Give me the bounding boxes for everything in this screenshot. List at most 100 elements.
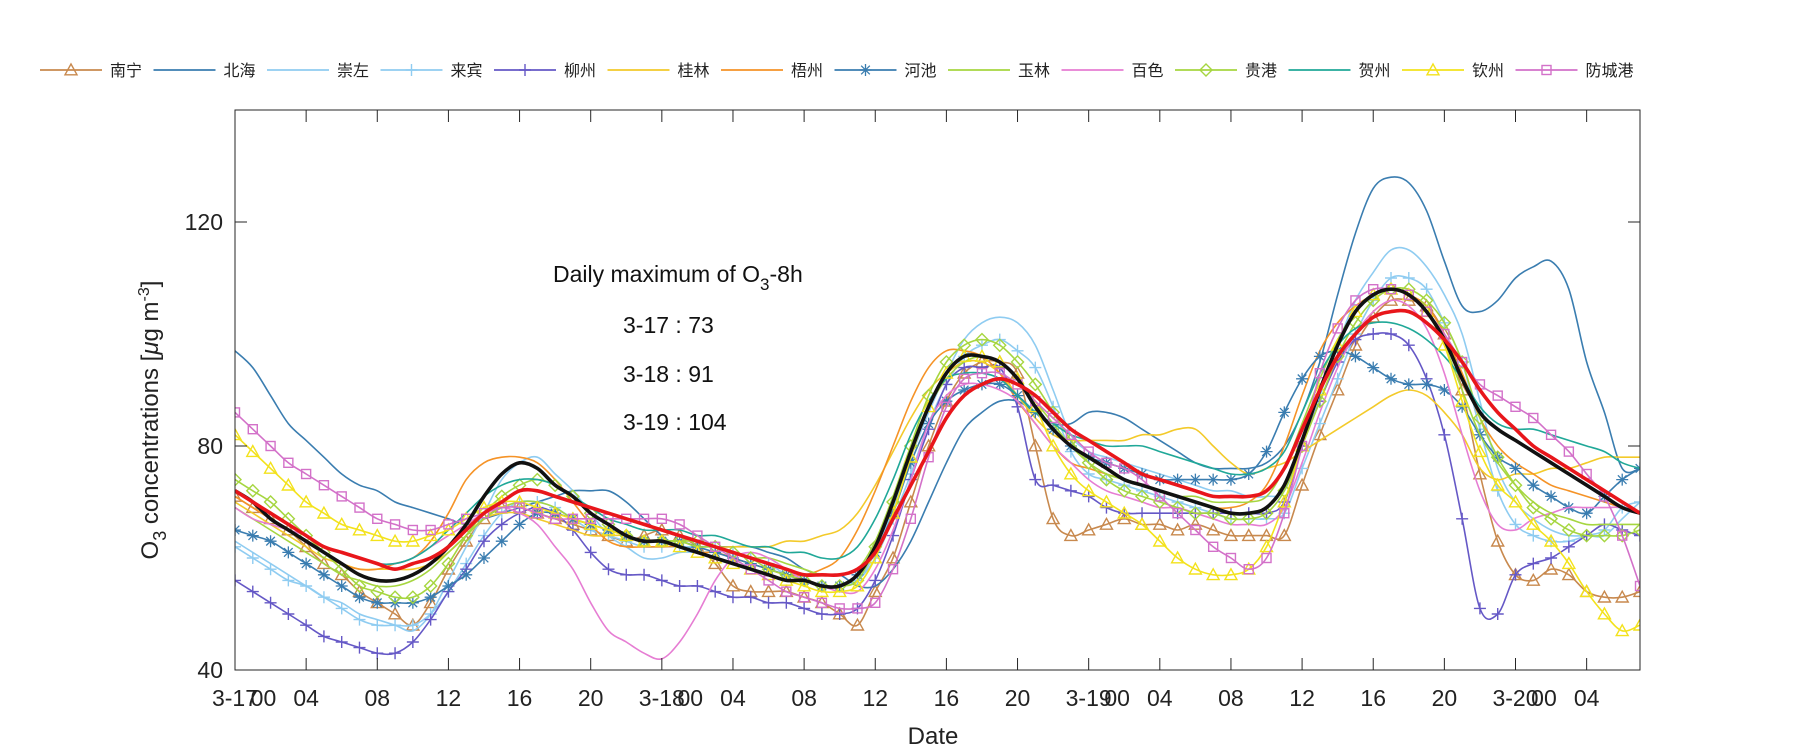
point-marker — [761, 584, 776, 598]
point-marker — [532, 508, 543, 519]
point-marker — [370, 528, 385, 542]
point-marker — [1508, 494, 1523, 508]
point-marker — [245, 483, 260, 498]
point-marker — [1490, 477, 1505, 491]
x-tick-label: 20 — [578, 685, 604, 711]
x-tick-label: 12 — [436, 685, 462, 711]
point-marker — [335, 580, 348, 592]
point-marker — [443, 519, 454, 530]
point-marker — [389, 619, 402, 632]
point-marker — [904, 456, 917, 469]
point-marker — [1225, 552, 1237, 564]
point-marker — [1561, 556, 1577, 570]
point-marker — [1082, 468, 1095, 480]
x-tick-label: 00 — [1104, 685, 1130, 711]
legend-label: 河池 — [905, 61, 937, 80]
point-marker — [1528, 412, 1539, 424]
x-tick-label: 08 — [791, 685, 817, 711]
point-marker — [265, 440, 276, 452]
point-marker — [1615, 623, 1630, 637]
point-marker — [263, 460, 278, 474]
point-marker — [477, 535, 490, 548]
point-marker — [1100, 501, 1113, 514]
point-marker — [63, 62, 79, 76]
point-marker — [352, 579, 367, 593]
point-marker — [352, 522, 367, 536]
point-marker — [1152, 533, 1167, 547]
legend-label: 防城港 — [1586, 61, 1634, 80]
series-line — [235, 288, 1640, 632]
point-marker — [477, 552, 490, 564]
point-marker — [1099, 516, 1114, 530]
point-marker — [1597, 528, 1612, 543]
legend-label: 南宁 — [110, 61, 142, 80]
x-tick-label: 3-18 — [639, 685, 685, 711]
point-marker — [1492, 390, 1503, 401]
legend-item-8: 河池 — [834, 61, 937, 80]
point-marker — [1028, 377, 1043, 392]
series-10 — [235, 299, 1640, 661]
point-marker — [1438, 384, 1451, 396]
point-marker — [245, 444, 260, 458]
point-marker — [423, 579, 438, 593]
point-marker — [1170, 522, 1185, 536]
point-marker — [1580, 507, 1593, 520]
point-marker — [976, 368, 988, 379]
point-marker — [1403, 289, 1414, 300]
point-marker — [460, 568, 473, 581]
legend-item-11: 贵港 — [1175, 61, 1277, 80]
legend-item-6: 桂林 — [607, 61, 710, 80]
annotation-line-3: 3-19 : 104 — [623, 409, 727, 435]
point-marker — [353, 613, 366, 626]
point-marker — [1189, 473, 1202, 486]
point-marker — [405, 590, 420, 605]
series-5 — [235, 328, 1640, 660]
legend-label: 百色 — [1132, 61, 1164, 80]
legend: 南宁 北海 崇左 来宾 柳州 桂林 梧州 河池 玉林 百色 贵港 贺州 钦州 防城港 — [40, 61, 1634, 80]
point-marker — [744, 591, 757, 604]
point-marker — [1241, 511, 1256, 526]
point-marker — [1099, 472, 1114, 487]
point-marker — [620, 568, 633, 581]
point-marker — [282, 574, 295, 587]
point-marker — [1190, 524, 1201, 536]
point-marker — [870, 597, 881, 608]
point-marker — [1526, 500, 1541, 515]
point-marker — [798, 602, 811, 615]
point-marker — [1543, 561, 1559, 575]
legend-label: 贵港 — [1245, 61, 1277, 80]
point-marker — [850, 578, 865, 592]
point-marker — [958, 384, 971, 396]
x-tick-label: 20 — [1005, 685, 1031, 711]
point-marker — [941, 401, 952, 412]
point-marker — [1561, 523, 1576, 537]
legend-item-1: 南宁 — [40, 61, 142, 80]
legend-label: 北海 — [224, 61, 256, 80]
point-marker — [850, 617, 865, 631]
point-marker — [958, 373, 970, 384]
point-marker — [1082, 490, 1095, 503]
series-11 — [235, 282, 1640, 605]
point-marker — [1545, 429, 1557, 440]
point-marker — [264, 535, 277, 548]
point-marker — [1456, 356, 1468, 368]
series-line — [235, 308, 1640, 578]
point-marker — [1205, 567, 1221, 581]
x-tick-label: 04 — [293, 685, 319, 711]
x-tick-label: 3-20 — [1492, 685, 1538, 711]
legend-label: 崇左 — [337, 61, 369, 80]
point-marker — [1597, 589, 1612, 603]
point-marker — [1456, 400, 1469, 413]
point-marker — [1223, 511, 1238, 526]
point-marker — [1385, 328, 1398, 340]
point-marker — [1172, 508, 1183, 519]
point-marker — [834, 603, 845, 614]
point-marker — [1545, 490, 1558, 503]
point-marker — [1348, 337, 1363, 351]
point-marker — [1223, 528, 1239, 542]
point-marker — [975, 361, 988, 374]
point-marker — [1206, 506, 1221, 521]
point-marker — [1153, 507, 1166, 520]
point-marker — [921, 399, 936, 413]
